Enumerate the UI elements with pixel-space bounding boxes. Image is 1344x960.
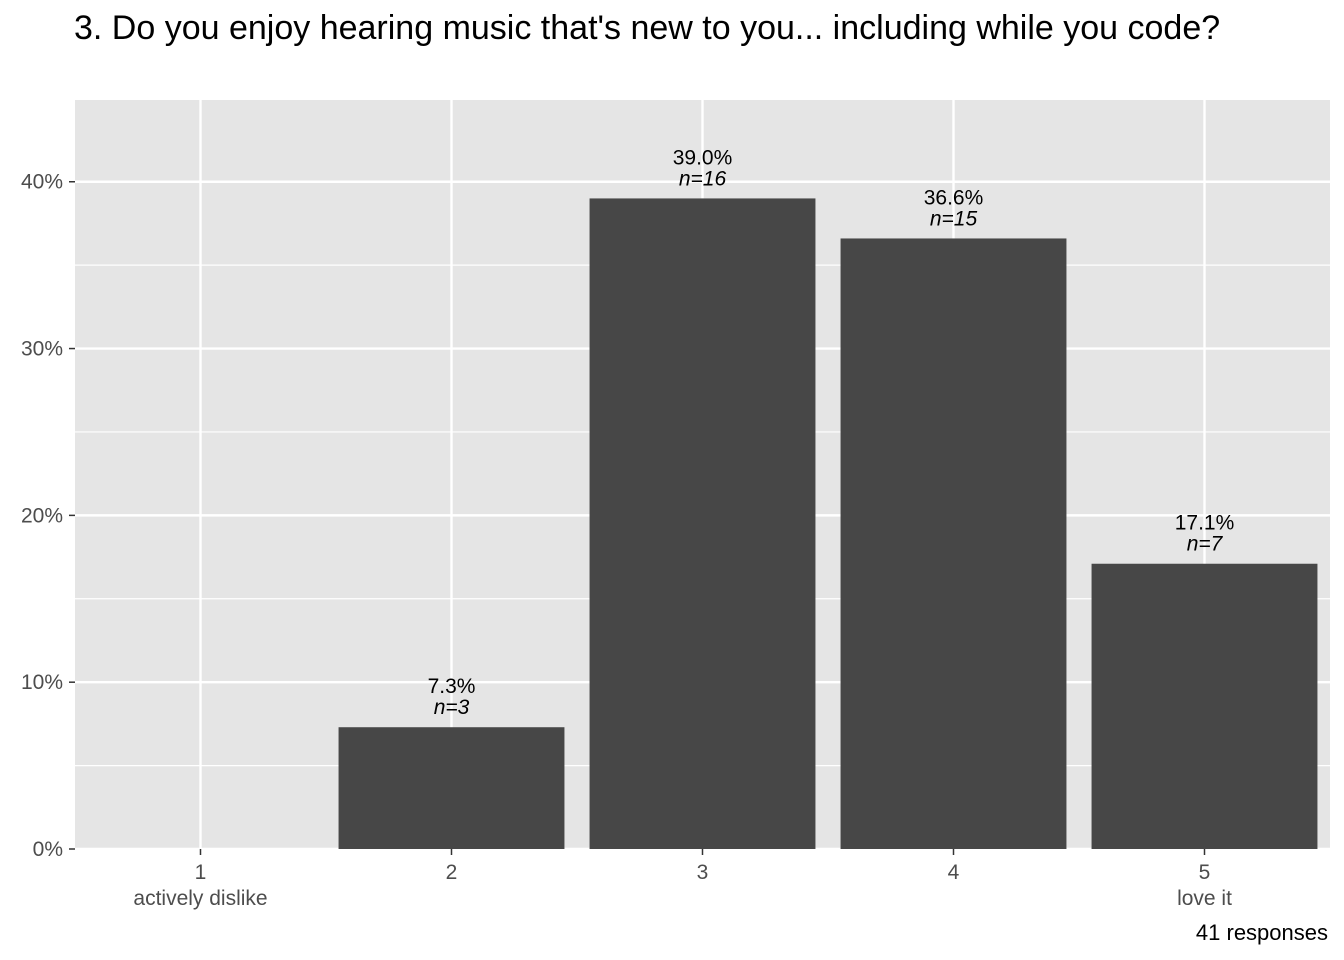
bar-5	[1091, 563, 1318, 849]
x-tick-label: 5	[1199, 861, 1211, 884]
x-tick-sublabel: love it	[1177, 887, 1232, 910]
x-tick-label: 4	[948, 861, 960, 884]
bar-4	[840, 238, 1067, 850]
bar-value-label: 36.6%	[924, 186, 984, 209]
bar-count-label: n=7	[1187, 533, 1224, 556]
y-tick-label: 0%	[33, 838, 63, 861]
bar-value-label: 7.3%	[428, 675, 476, 698]
y-tick-label: 20%	[21, 504, 63, 527]
chart-title: 3. Do you enjoy hearing music that's new…	[74, 9, 1221, 47]
x-tick-sublabel: actively dislike	[133, 887, 267, 910]
x-tick-label: 1	[195, 861, 207, 884]
y-tick-label: 40%	[21, 171, 63, 194]
bar-count-label: n=3	[434, 696, 470, 719]
y-tick-label: 10%	[21, 671, 63, 694]
x-tick-label: 2	[446, 861, 458, 884]
bars	[338, 198, 1318, 850]
axis-labels: 0% 10% 20% 30% 40% 1 actively dislike 2 3 4 5 love …	[21, 171, 1232, 910]
bar-labels: 7.3%n=3 39.0%n=16 36.6%n=15 17.1%n=7	[428, 146, 1235, 719]
y-tick-label: 30%	[21, 338, 63, 361]
bar-3	[589, 198, 816, 850]
bar-value-label: 39.0%	[673, 146, 733, 169]
bar-value-label: 17.1%	[1175, 512, 1235, 535]
x-tick-label: 3	[697, 861, 709, 884]
bar-count-label: n=16	[679, 167, 727, 190]
bar-2	[338, 727, 565, 849]
bar-count-label: n=15	[930, 207, 978, 230]
response-count-caption: 41 responses	[1195, 920, 1328, 945]
